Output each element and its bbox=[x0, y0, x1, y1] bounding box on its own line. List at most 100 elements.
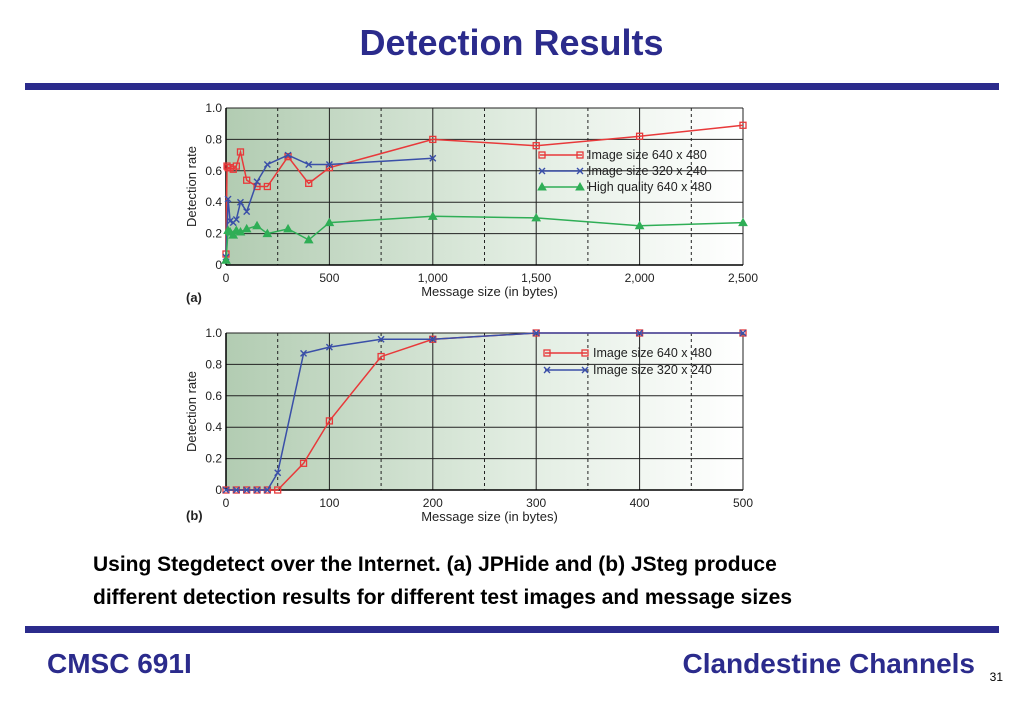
y-tick-label: 0.6 bbox=[205, 389, 222, 403]
square-marker bbox=[274, 486, 282, 494]
y-tick-label: 0.6 bbox=[205, 164, 222, 178]
x-tick-label: 2,500 bbox=[728, 271, 758, 285]
square-marker bbox=[429, 135, 437, 144]
figure-caption: Using Stegdetect over the Internet. (a) … bbox=[93, 548, 973, 614]
x-tick-label: 0 bbox=[223, 271, 230, 285]
y-tick-label: 0.4 bbox=[205, 195, 222, 209]
slide-title: Detection Results bbox=[359, 22, 664, 63]
x-marker bbox=[236, 198, 244, 206]
x-marker bbox=[243, 208, 251, 216]
square-marker bbox=[232, 162, 240, 170]
y-tick-label: 0 bbox=[215, 483, 222, 497]
x-marker bbox=[543, 366, 551, 374]
triangle-marker bbox=[252, 220, 262, 230]
square-marker bbox=[538, 151, 546, 159]
x-marker bbox=[284, 151, 292, 159]
square-marker bbox=[532, 142, 540, 150]
x-marker bbox=[232, 215, 240, 223]
triangle-marker bbox=[427, 211, 438, 220]
triangle-marker bbox=[634, 220, 645, 230]
square-marker bbox=[581, 349, 589, 357]
chart-b: 0 0.2 0.4 0.6 0.8 1.0 0 100 200 300 400 500 Message … bbox=[184, 326, 753, 524]
legend: Image size 640 x 480 Image size 320 x 240 bbox=[543, 346, 712, 377]
x-marker bbox=[429, 335, 437, 343]
course-label: CMSC 691I bbox=[47, 648, 192, 679]
y-tick-label: 0.2 bbox=[205, 452, 222, 466]
square-marker bbox=[576, 151, 584, 159]
x-marker bbox=[325, 161, 333, 169]
x-marker bbox=[263, 161, 271, 169]
y-tick-label: 0 bbox=[215, 258, 222, 272]
y-tick-label: 1.0 bbox=[205, 326, 222, 340]
triangle-marker bbox=[537, 181, 547, 191]
x-axis-label: Message size (in bytes) bbox=[421, 509, 558, 524]
triangle-marker bbox=[324, 217, 335, 227]
square-marker bbox=[236, 148, 245, 156]
caption-line-2: different detection results for differen… bbox=[93, 586, 793, 609]
x-marker bbox=[232, 486, 240, 494]
y-tick-label: 0.8 bbox=[205, 357, 222, 371]
legend: Image size 640 x 480 Image size 320 x 240… bbox=[537, 148, 712, 194]
x-marker bbox=[325, 343, 333, 351]
x-tick-label: 2,000 bbox=[625, 271, 655, 285]
x-marker bbox=[263, 486, 271, 494]
series-1 bbox=[222, 121, 747, 258]
x-marker bbox=[243, 486, 251, 494]
legend-entry: Image size 640 x 480 bbox=[588, 148, 707, 162]
triangle-marker bbox=[283, 223, 293, 233]
x-marker bbox=[739, 329, 747, 337]
legend-entry: Image size 320 x 240 bbox=[588, 164, 707, 178]
x-marker bbox=[224, 195, 232, 203]
legend-entry: Image size 640 x 480 bbox=[593, 346, 712, 360]
chart-a: 0 0.2 0.4 0.6 0.8 1.0 0 500 1,000 1,500 2,000 2,500… bbox=[184, 101, 758, 305]
triangle-marker bbox=[575, 181, 585, 191]
x-marker bbox=[253, 486, 261, 494]
triangle-marker bbox=[228, 230, 239, 239]
x-marker bbox=[429, 154, 437, 162]
y-tick-label: 0.8 bbox=[205, 132, 222, 146]
square-marker bbox=[543, 349, 551, 357]
x-marker bbox=[532, 329, 540, 337]
x-marker bbox=[636, 329, 644, 337]
square-marker bbox=[263, 182, 272, 191]
triangle-marker bbox=[303, 234, 314, 244]
triangle-marker bbox=[241, 223, 252, 233]
panel-label: (b) bbox=[186, 508, 203, 523]
x-tick-label: 500 bbox=[319, 271, 339, 285]
square-marker bbox=[377, 352, 385, 361]
triangle-marker bbox=[221, 255, 231, 264]
x-marker bbox=[538, 167, 546, 175]
y-axis-label: Detection rate bbox=[184, 371, 199, 452]
x-tick-label: 200 bbox=[423, 496, 443, 510]
x-marker bbox=[581, 366, 589, 374]
x-marker bbox=[253, 178, 261, 186]
legend-entry: High quality 640 x 480 bbox=[588, 180, 712, 194]
x-marker bbox=[377, 335, 385, 343]
y-axis-label: Detection rate bbox=[184, 146, 199, 227]
top-divider bbox=[25, 83, 999, 90]
x-tick-label: 300 bbox=[526, 496, 546, 510]
panel-label: (a) bbox=[186, 290, 202, 305]
x-marker bbox=[300, 349, 308, 357]
x-axis-label: Message size (in bytes) bbox=[421, 284, 558, 299]
x-tick-label: 400 bbox=[630, 496, 650, 510]
square-marker bbox=[739, 121, 747, 129]
bottom-divider bbox=[25, 626, 999, 633]
square-marker bbox=[635, 132, 644, 140]
x-marker bbox=[576, 167, 584, 175]
y-tick-label: 0.2 bbox=[205, 227, 222, 241]
square-marker bbox=[243, 176, 251, 184]
x-marker bbox=[274, 469, 282, 477]
square-marker bbox=[305, 179, 313, 188]
legend-entry: Image size 320 x 240 bbox=[593, 363, 712, 377]
square-marker bbox=[325, 417, 334, 425]
page-number: 31 bbox=[989, 670, 1003, 684]
caption-line-1: Using Stegdetect over the Internet. (a) … bbox=[93, 553, 777, 576]
series-2 bbox=[222, 329, 747, 494]
series-3 bbox=[221, 211, 748, 264]
x-tick-label: 1,000 bbox=[418, 271, 448, 285]
topic-label: Clandestine Channels bbox=[682, 648, 975, 679]
y-tick-label: 0.4 bbox=[205, 420, 222, 434]
square-marker bbox=[299, 459, 308, 467]
